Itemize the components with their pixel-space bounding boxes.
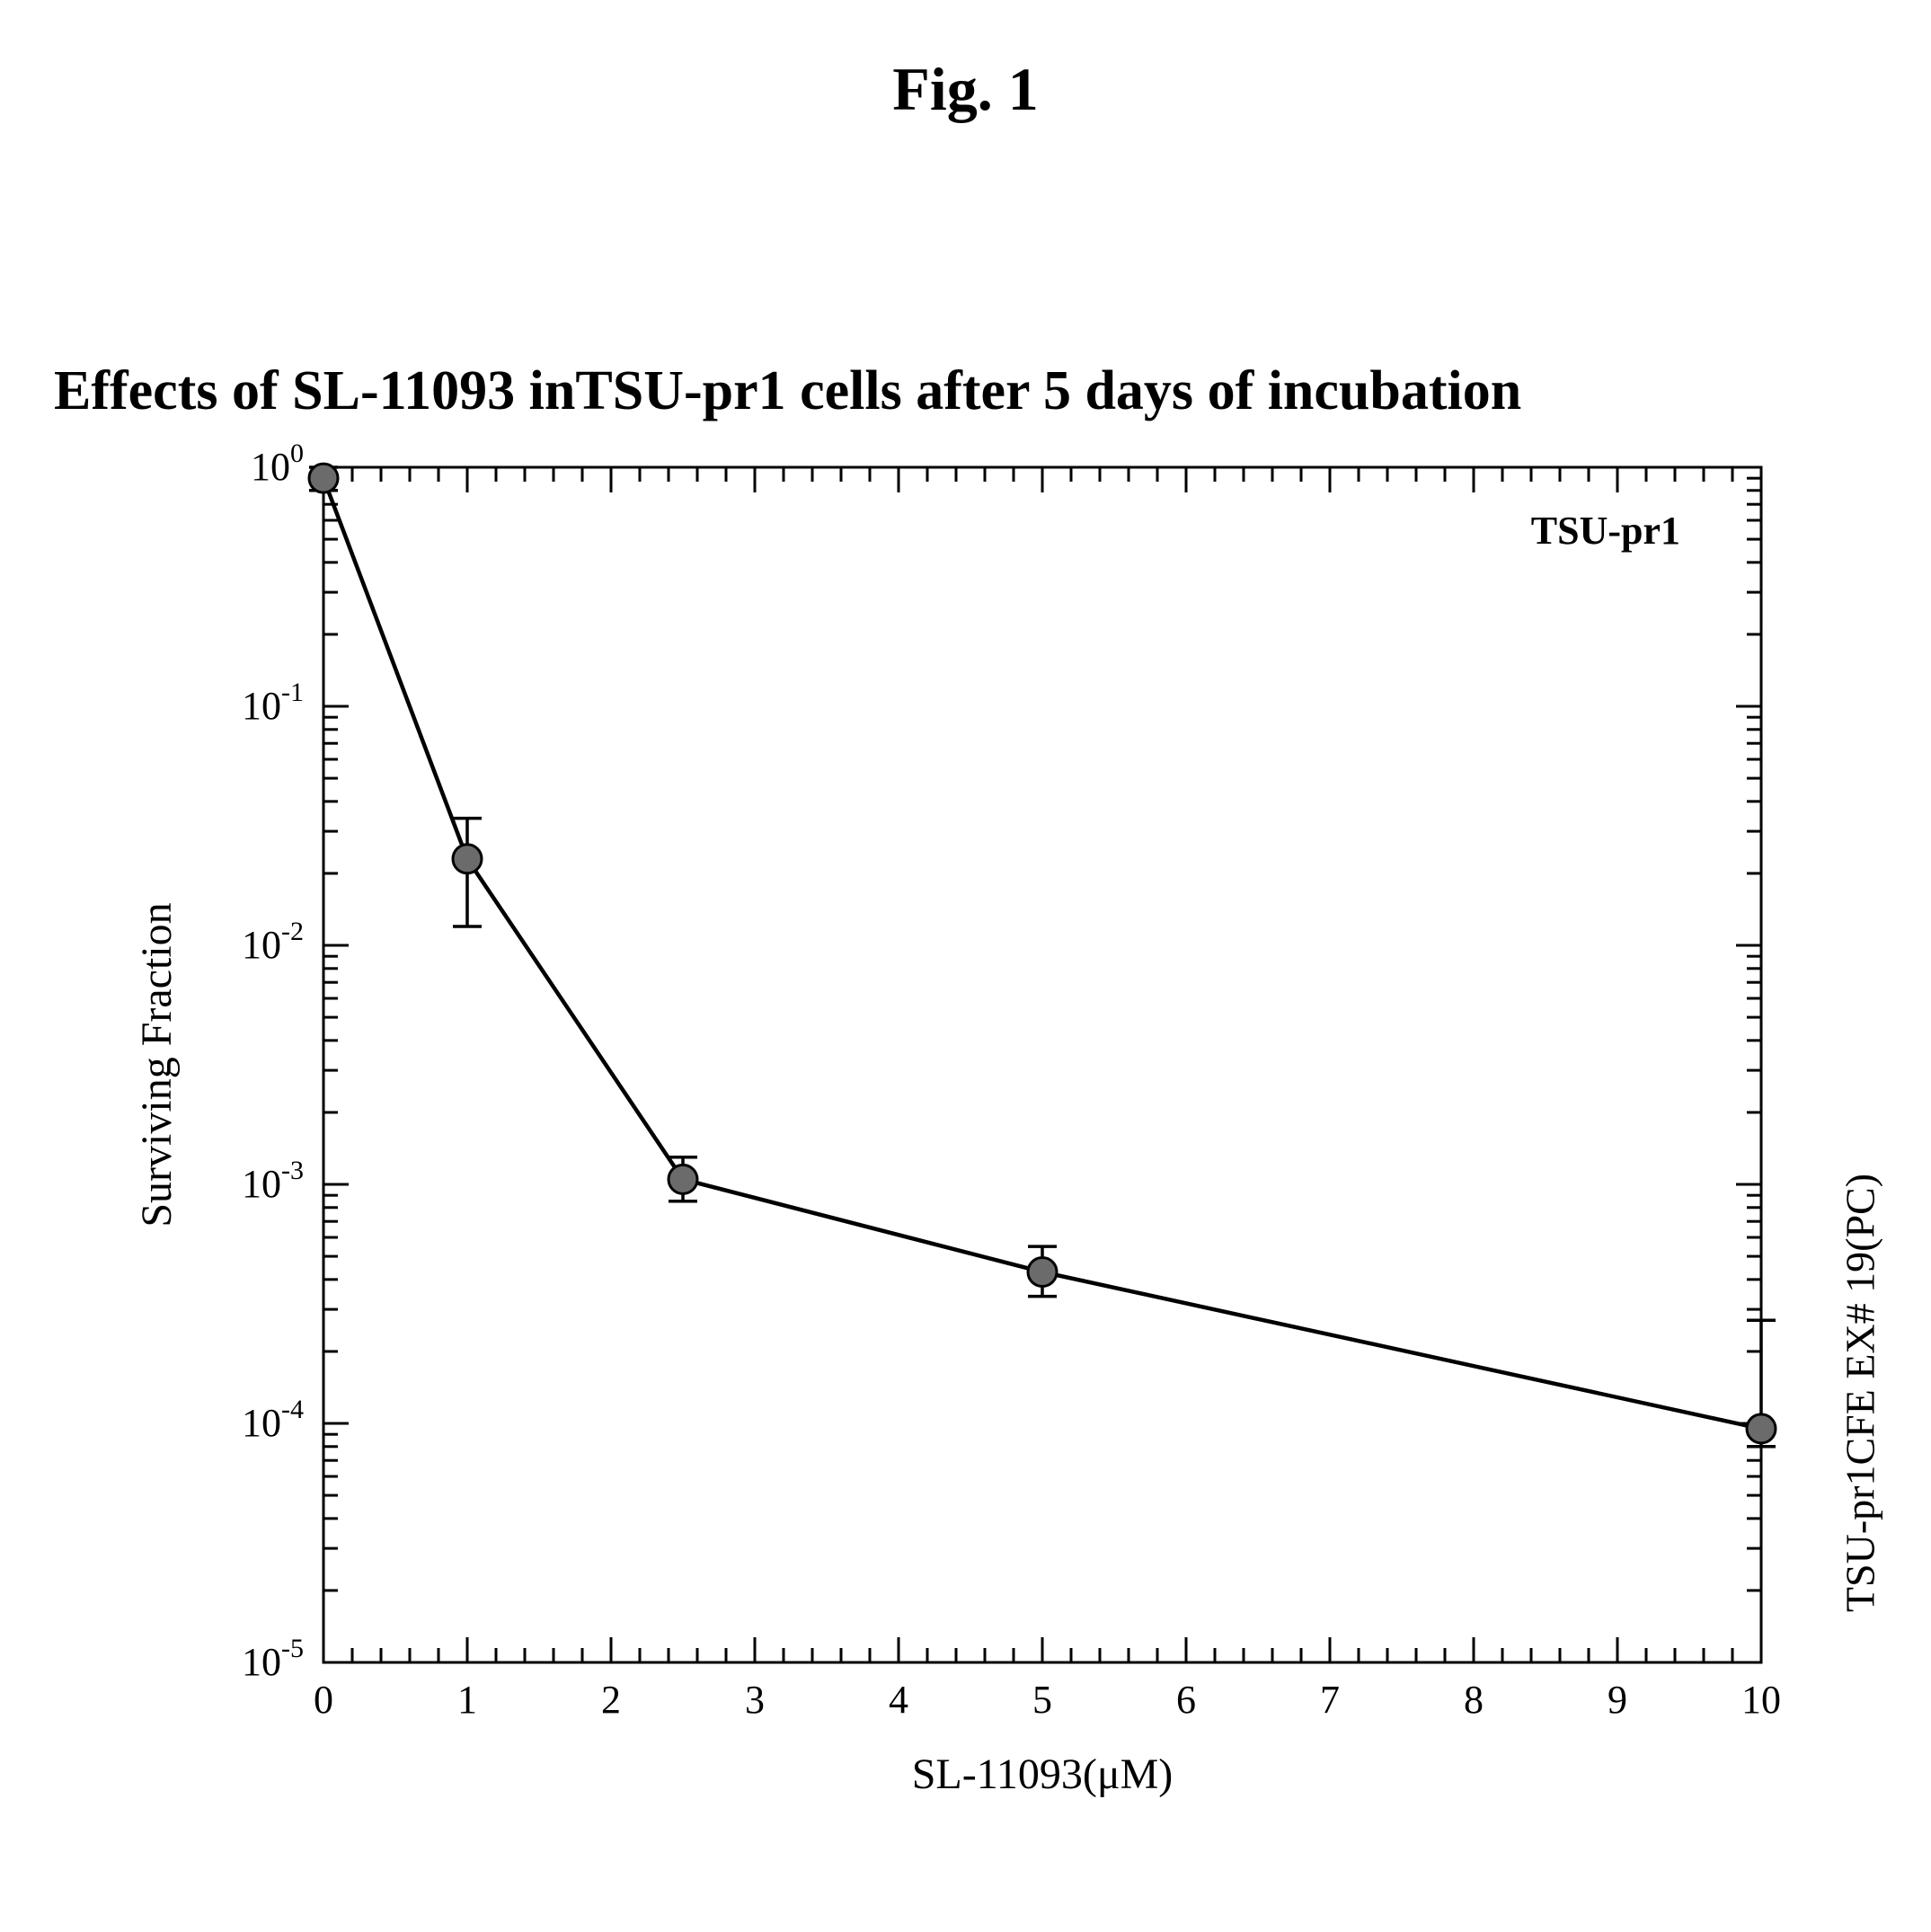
y-tick-label: 10-1 xyxy=(242,678,304,728)
data-marker xyxy=(453,845,482,873)
y-tick-label: 10-3 xyxy=(242,1156,304,1206)
x-tick-label: 6 xyxy=(1176,1678,1196,1722)
data-marker xyxy=(1028,1257,1057,1286)
y-axis-label: Surviving Fraction xyxy=(133,902,181,1227)
x-tick-label: 10 xyxy=(1741,1678,1781,1722)
x-tick-label: 5 xyxy=(1032,1678,1052,1722)
x-tick-label: 4 xyxy=(889,1678,908,1722)
x-tick-label: 2 xyxy=(601,1678,621,1722)
y-tick-label: 10-5 xyxy=(242,1634,304,1684)
x-axis-label: SL-11093(μM) xyxy=(912,1750,1174,1798)
page: Fig. 1 Effects of SL-11093 inTSU-pr1 cel… xyxy=(0,0,1931,1932)
chart-title: Effects of SL-11093 inTSU-pr1 cells afte… xyxy=(54,359,1521,423)
x-tick-label: 9 xyxy=(1608,1678,1627,1722)
side-note: TSU-pr1CFE EX# 19(PC) xyxy=(1837,1174,1884,1612)
legend-label: TSU-pr1 xyxy=(1531,509,1680,553)
data-marker xyxy=(669,1165,697,1193)
data-marker xyxy=(309,464,338,492)
x-tick-label: 7 xyxy=(1320,1678,1340,1722)
surviving-fraction-chart: 0 1 2 3 4 5 6 7 8 9 10 10-5 10-4 10-3 10-2 10-1 100 SL-11… xyxy=(90,431,1815,1833)
y-tick-label: 10-4 xyxy=(242,1395,304,1445)
y-tick-label: 10-2 xyxy=(242,917,304,967)
x-tick-label: 0 xyxy=(314,1678,333,1722)
x-tick-label: 3 xyxy=(745,1678,765,1722)
y-tick-label: 100 xyxy=(251,439,304,489)
x-tick-label: 1 xyxy=(457,1678,477,1722)
data-marker xyxy=(1747,1414,1776,1443)
x-tick-label: 8 xyxy=(1464,1678,1484,1722)
figure-label: Fig. 1 xyxy=(0,54,1931,125)
